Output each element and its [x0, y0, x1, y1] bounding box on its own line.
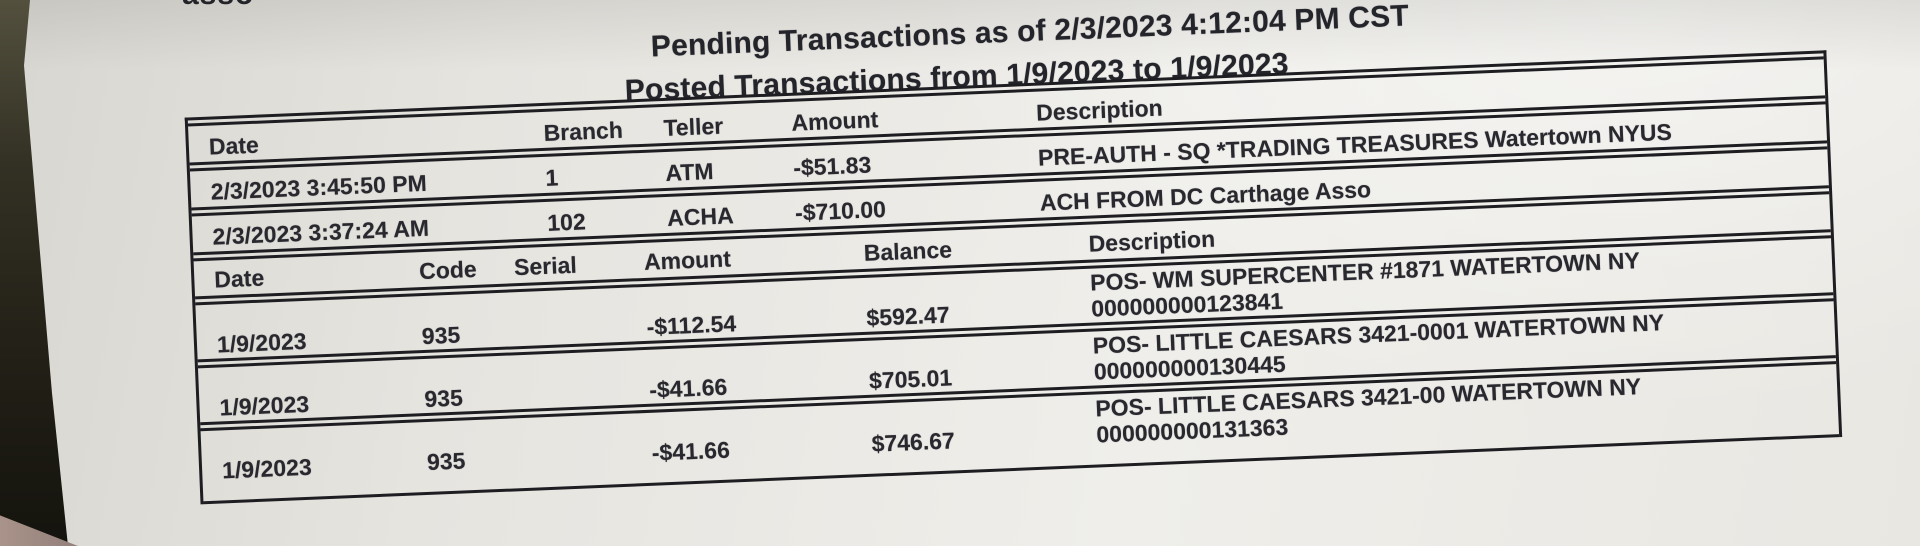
cell-serial — [520, 403, 650, 408]
cell-date: 2/3/2023 3:37:24 AM — [212, 214, 430, 250]
column-header-balance: Balance — [863, 236, 953, 266]
cell-serial — [522, 466, 652, 471]
cell-amount: -$51.83 — [792, 151, 872, 181]
cell-date: 1/9/2023 — [216, 327, 308, 358]
cell-amount: -$41.66 — [648, 373, 728, 403]
clipped-top-text: asso — [182, 0, 254, 12]
cell-teller: ACHA — [666, 202, 735, 231]
column-header-code: Code — [418, 255, 478, 285]
transactions-table: Date Branch Teller Amount Description 2/… — [184, 50, 1843, 505]
cell-serial — [517, 340, 647, 345]
cell-amount: -$710.00 — [794, 195, 887, 226]
cell-date: 1/9/2023 — [219, 390, 310, 421]
cell-date: 1/9/2023 — [221, 453, 313, 484]
cell-balance: $592.47 — [865, 301, 951, 331]
cell-code: 935 — [423, 384, 464, 413]
column-header-teller: Teller — [662, 112, 724, 142]
column-header-date: Date — [208, 131, 260, 160]
cell-code: 935 — [426, 447, 466, 475]
cell-branch: 1 — [544, 164, 559, 191]
cell-balance: $705.01 — [868, 364, 953, 394]
cell-amount: -$41.66 — [651, 436, 731, 466]
cell-teller: ATM — [664, 158, 714, 186]
cell-branch: 102 — [546, 208, 587, 236]
cell-date: 2/3/2023 3:45:50 PM — [210, 169, 428, 205]
column-header-branch: Branch — [543, 116, 624, 146]
cell-amount: -$112.54 — [646, 310, 737, 340]
cell-code: 935 — [421, 321, 461, 350]
cell-balance: $746.67 — [871, 427, 956, 457]
column-header-amount: Amount — [790, 106, 879, 136]
column-header-amount: Amount — [643, 245, 732, 275]
column-header-date: Date — [213, 264, 265, 293]
column-header-serial: Serial — [513, 251, 578, 281]
